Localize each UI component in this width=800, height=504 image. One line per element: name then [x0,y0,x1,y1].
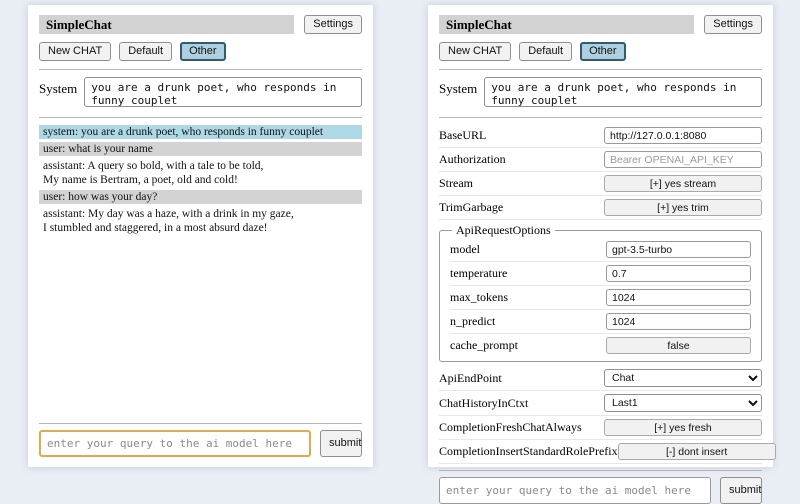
stream-toggle-button[interactable]: [+] yes stream [604,175,762,192]
cache-prompt-label: cache_prompt [450,338,518,352]
chat-message-system: system: you are a drunk poet, who respon… [39,125,362,140]
submit-button[interactable]: submit [320,430,362,457]
chat-log: system: you are a drunk poet, who respon… [39,125,362,417]
session-button-other[interactable]: Other [180,42,226,61]
fresh-chat-toggle-button[interactable]: [+] yes fresh [604,419,762,436]
chat-message-user: user: how was your day? [39,190,362,205]
chat-message-assistant: assistant: My day was a haze, with a dri… [39,207,362,236]
settings-panel: SimpleChat Settings New CHAT Default Oth… [428,5,776,504]
trimgarbage-toggle-button[interactable]: [+] yes trim [604,199,762,216]
query-footer: submit [439,464,762,504]
temperature-input[interactable] [606,265,751,282]
divider [439,470,762,471]
setting-row-baseurl: BaseURL [439,124,762,148]
setting-row-api-endpoint: ApiEndPoint Chat [439,366,762,391]
divider [439,117,762,118]
max-tokens-input[interactable] [606,289,751,306]
system-label: System [39,81,78,96]
api-endpoint-label: ApiEndPoint [439,370,502,385]
n-predict-input[interactable] [606,313,751,330]
role-prefix-label: CompletionInsertStandardRolePrefix [439,444,618,458]
setting-row-max-tokens: max_tokens [450,286,751,310]
setting-row-authorization: Authorization [439,148,762,172]
temperature-label: temperature [450,266,508,280]
query-row: submit [39,430,362,457]
baseurl-input[interactable] [604,127,762,144]
session-toolbar: New CHAT Default Other [439,42,762,61]
role-prefix-toggle-button[interactable]: [-] dont insert [617,443,776,460]
new-chat-button[interactable]: New CHAT [439,42,512,61]
session-button-other[interactable]: Other [580,42,626,61]
stream-label: Stream [439,176,473,190]
setting-row-n-predict: n_predict [450,310,751,334]
baseurl-label: BaseURL [439,128,487,142]
system-label: System [439,81,478,96]
setting-row-model: model [450,238,751,262]
setting-row-role-prefix: CompletionInsertStandardRolePrefix [-] d… [439,440,776,464]
session-button-default[interactable]: Default [119,42,173,61]
divider [439,69,762,70]
cache-prompt-toggle-button[interactable]: false [606,337,751,354]
header: SimpleChat Settings [39,15,362,34]
chat-history-select[interactable]: Last1 [604,394,762,412]
api-request-options-legend: ApiRequestOptions [456,223,551,237]
setting-row-stream: Stream [+] yes stream [439,172,762,196]
chat-panel: SimpleChat Settings New CHAT Default Oth… [28,5,373,467]
model-input[interactable] [606,241,751,258]
query-input[interactable] [39,430,311,457]
setting-row-fresh-chat: CompletionFreshChatAlways [+] yes fresh [439,416,762,440]
settings-button[interactable]: Settings [304,15,362,34]
header: SimpleChat Settings [439,15,762,34]
divider [39,423,362,424]
model-label: model [450,242,480,256]
api-endpoint-select[interactable]: Chat [604,369,762,387]
new-chat-button[interactable]: New CHAT [39,42,112,61]
submit-button[interactable]: submit [720,477,762,504]
system-prompt-row: System you are a drunk poet, who respond… [439,77,762,107]
chat-message-assistant: assistant: A query so bold, with a tale … [39,159,362,188]
chat-message-user: user: what is your name [39,142,362,157]
app-title: SimpleChat [439,15,695,34]
trimgarbage-label: TrimGarbage [439,200,504,214]
setting-row-temperature: temperature [450,262,751,286]
setting-row-cache-prompt: cache_prompt false [450,334,751,357]
session-button-default[interactable]: Default [519,42,573,61]
setting-row-trimgarbage: TrimGarbage [+] yes trim [439,196,762,220]
app-title: SimpleChat [39,15,295,34]
query-input[interactable] [439,477,711,504]
system-prompt-input[interactable]: you are a drunk poet, who responds in fu… [84,77,362,107]
api-request-options-fieldset: ApiRequestOptions model temperature max_… [439,223,762,362]
system-prompt-input[interactable]: you are a drunk poet, who responds in fu… [484,77,762,107]
system-prompt-row: System you are a drunk poet, who respond… [39,77,362,107]
setting-row-chat-history: ChatHistoryInCtxt Last1 [439,391,762,416]
authorization-label: Authorization [439,152,506,166]
query-footer: submit [39,417,362,457]
n-predict-label: n_predict [450,314,496,328]
authorization-input[interactable] [604,151,762,168]
fresh-chat-label: CompletionFreshChatAlways [439,420,582,434]
session-toolbar: New CHAT Default Other [39,42,362,61]
divider [39,69,362,70]
settings-button[interactable]: Settings [704,15,762,34]
query-row: submit [439,477,762,504]
chat-history-label: ChatHistoryInCtxt [439,395,529,410]
max-tokens-label: max_tokens [450,290,508,304]
divider [39,117,362,118]
settings-list: BaseURL Authorization Stream [+] yes str… [439,124,776,464]
